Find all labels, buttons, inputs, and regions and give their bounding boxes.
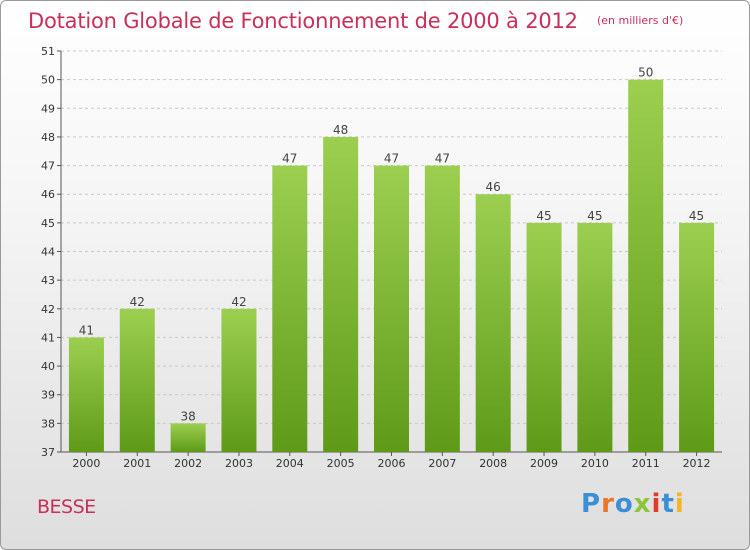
x-tick-label: 2000: [72, 457, 100, 470]
x-tick-label: 2012: [683, 457, 711, 470]
bar: [577, 222, 613, 452]
logo-letter: i: [674, 489, 685, 519]
data-label: 46: [486, 180, 501, 194]
data-label: 47: [435, 152, 450, 166]
logo-letter: t: [661, 489, 675, 519]
data-label: 45: [587, 209, 602, 223]
bar: [475, 194, 511, 452]
data-label: 47: [384, 152, 399, 166]
y-tick-label: 39: [41, 389, 55, 402]
bar: [526, 222, 562, 452]
logo-letter: P: [581, 489, 602, 519]
y-tick-label: 37: [41, 446, 55, 459]
bar: [170, 423, 206, 452]
y-tick-label: 38: [41, 417, 55, 430]
data-label: 45: [536, 209, 551, 223]
title-row: Dotation Globale de Fonctionnement de 20…: [28, 9, 683, 33]
data-labels: 41 42 38 42 47 48 47 47 46 45 45 50 45: [79, 66, 704, 424]
data-label: 38: [180, 409, 195, 423]
y-tick-label: 40: [41, 360, 55, 373]
bar: [119, 308, 155, 452]
bar: [679, 222, 715, 452]
commune-name: BESSE: [37, 496, 96, 518]
y-tick-label: 44: [41, 246, 55, 259]
data-label: 42: [130, 295, 145, 309]
bar: [323, 136, 359, 452]
data-label: 48: [333, 123, 348, 137]
x-tick-label: 2005: [327, 457, 355, 470]
x-tick-label: 2009: [530, 457, 558, 470]
logo-letter: o: [614, 489, 634, 519]
y-tick-label: 50: [41, 74, 55, 87]
logo-letter: x: [633, 489, 652, 519]
bar: [272, 165, 308, 453]
data-label: 50: [638, 66, 653, 80]
y-tick-label: 47: [41, 160, 55, 173]
y-tick-label: 43: [41, 274, 55, 287]
x-tick-label: 2002: [174, 457, 202, 470]
x-tick-label: 2010: [581, 457, 609, 470]
y-tick-label: 45: [41, 217, 55, 230]
y-tick-label: 46: [41, 188, 55, 201]
y-tick-label: 48: [41, 131, 55, 144]
data-label: 45: [689, 209, 704, 223]
data-label: 47: [282, 152, 297, 166]
logo-letter: i: [651, 489, 662, 519]
x-tick-label: 2003: [225, 457, 253, 470]
y-tick-label: 49: [41, 102, 55, 115]
y-tick-label: 42: [41, 303, 55, 316]
x-tick-label: 2004: [276, 457, 304, 470]
x-tick-label: 2006: [378, 457, 406, 470]
data-label: 41: [79, 323, 94, 337]
bars: [68, 79, 715, 453]
bar: [424, 165, 460, 453]
bar: [374, 165, 409, 453]
x-tick-label: 2008: [479, 457, 507, 470]
unit-note: (en milliers d'€): [596, 14, 684, 27]
proxiti-logo: Proxiti: [581, 489, 685, 519]
x-tick-label: 2001: [123, 457, 151, 470]
y-tick-label: 51: [41, 45, 55, 58]
x-tick-label: 2007: [428, 457, 456, 470]
bar: [221, 308, 257, 452]
bar: [68, 337, 104, 452]
chart-title: Dotation Globale de Fonctionnement de 20…: [28, 9, 578, 33]
data-label: 42: [231, 295, 246, 309]
axes: 37 38 39 40 41 42 43 44 45 46 47 48 49 50 51 2000 2001 20…: [41, 45, 722, 470]
x-tick-label: 2011: [632, 457, 660, 470]
logo-letter: r: [601, 489, 615, 519]
y-tick-label: 41: [41, 331, 55, 344]
bar: [628, 79, 664, 453]
